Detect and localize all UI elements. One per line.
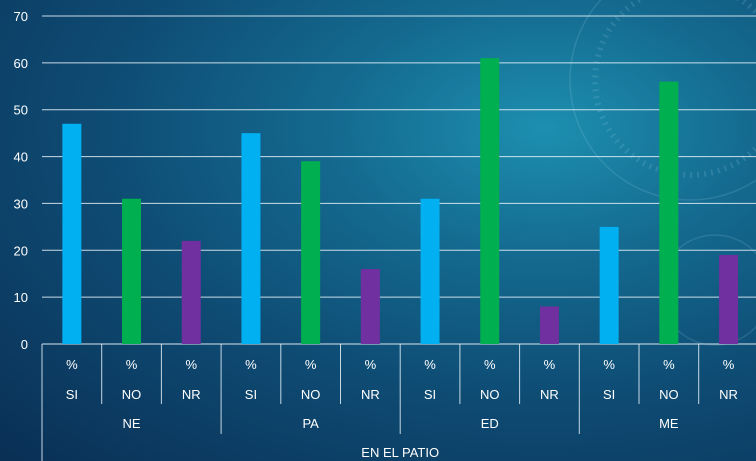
bars [62,58,739,345]
bar-ed-si [420,198,440,344]
measure-label: % [245,357,257,372]
measure-label: % [544,357,556,372]
bar-pa-si [241,133,261,344]
measure-label: % [185,357,197,372]
measure-label: % [66,357,78,372]
bar-pa-no [301,161,321,344]
category-label: SI [245,387,257,402]
category-label: NO [122,387,142,402]
bar-ed-nr [539,306,559,344]
category-label: NO [659,387,679,402]
category-label: NR [182,387,201,402]
category-label: NR [719,387,738,402]
group-label-pa: PA [302,416,319,431]
measure-label: % [484,357,496,372]
group-label-me: ME [659,416,679,431]
bar-ed-no [480,58,500,345]
y-tick-label: 70 [14,9,28,24]
y-tick-label: 10 [14,290,28,305]
bar-me-nr [719,254,739,344]
hud-arc [569,0,756,201]
measure-label: % [424,357,436,372]
category-label: SI [424,387,436,402]
bar-ne-si [62,123,82,345]
group-label-ed: ED [481,416,499,431]
category-label: SI [603,387,615,402]
y-tick-label: 30 [14,196,28,211]
bar-me-si [599,226,619,344]
category-label: SI [66,387,78,402]
group-label-ne: NE [123,416,141,431]
measure-label: % [365,357,377,372]
measure-label: % [305,357,317,372]
category-label: NO [301,387,321,402]
y-tick-label: 40 [14,150,28,165]
category-table: % SI% NO% NR NE% SI% NO% NR PA% SI% NO% NR ED% SI% NO%… [41,344,738,461]
measure-label: % [126,357,138,372]
measure-label: % [723,357,735,372]
y-tick-label: 20 [14,243,28,258]
category-label: NO [480,387,500,402]
bar-pa-nr [360,269,380,344]
hud-arc [592,0,756,178]
y-tick-label: 50 [14,103,28,118]
category-label: NR [540,387,559,402]
category-label: NR [361,387,380,402]
gridlines [42,15,756,345]
measure-label: % [603,357,615,372]
bar-ne-nr [181,240,201,344]
measure-label: % [663,357,675,372]
y-tick-label: 0 [21,337,28,352]
y-axis-ticks: 0 10 20 30 40 50 60 70 [14,9,28,352]
outer-category-label: EN EL PATIO [361,445,439,460]
y-tick-label: 60 [14,56,28,71]
bar-me-no [659,81,679,344]
bar-ne-no [122,198,142,344]
